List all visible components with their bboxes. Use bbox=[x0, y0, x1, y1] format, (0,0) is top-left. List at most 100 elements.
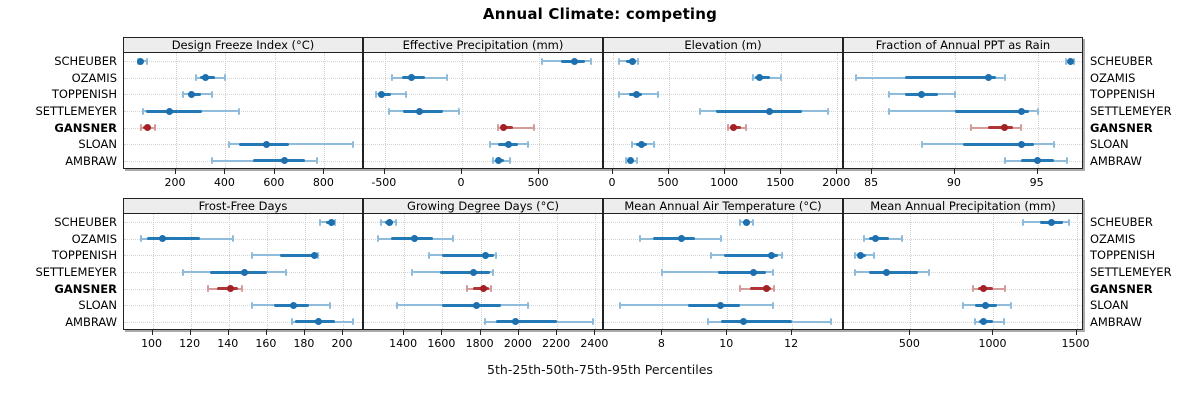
percentile-iqr-settlemeyer bbox=[146, 109, 202, 113]
whisker-cap-p95 bbox=[1053, 140, 1056, 148]
gridline-vertical bbox=[324, 53, 326, 168]
whisker-cap-p95 bbox=[508, 157, 511, 165]
x-tick bbox=[836, 169, 838, 174]
median-dot-scheuber bbox=[137, 57, 145, 65]
gridline-horizontal bbox=[844, 94, 1082, 96]
whisker-cap-p95 bbox=[224, 74, 227, 82]
panel-frost-free-days: Frost-Free Days bbox=[123, 198, 363, 330]
percentile-iqr-toppenish bbox=[280, 253, 317, 257]
median-dot-gansner bbox=[730, 124, 738, 132]
whisker-cap-p95 bbox=[1009, 301, 1012, 309]
x-tick bbox=[151, 330, 153, 335]
median-dot-ambraw bbox=[281, 157, 289, 165]
whisker-cap-p95 bbox=[1020, 124, 1023, 132]
whisker-cap-p95 bbox=[334, 218, 337, 226]
whisker-cap-p95 bbox=[1073, 57, 1076, 65]
median-dot-scheuber bbox=[628, 57, 636, 65]
site-label-left-toppenish: TOPPENISH bbox=[51, 248, 117, 263]
x-tick-label: 800 bbox=[312, 176, 334, 189]
x-tick-label: 1400 bbox=[389, 337, 418, 350]
site-label-right-ozamis: OZAMIS bbox=[1090, 70, 1136, 85]
site-label-left-sloan: SLOAN bbox=[78, 298, 117, 313]
whisker-cap-p5 bbox=[194, 74, 197, 82]
whisker-cap-p95 bbox=[328, 301, 331, 309]
median-dot-ozamis bbox=[411, 235, 419, 243]
gridline-vertical bbox=[152, 214, 154, 329]
whisker-cap-p5 bbox=[428, 251, 431, 259]
percentile-iqr-settlemeyer bbox=[715, 109, 803, 113]
whisker-cap-p5 bbox=[380, 218, 383, 226]
whisker-cap-p5 bbox=[139, 124, 142, 132]
gridline-horizontal bbox=[604, 77, 842, 79]
median-dot-scheuber bbox=[743, 218, 751, 226]
whisker-cap-p95 bbox=[495, 251, 498, 259]
gridline-horizontal bbox=[124, 111, 362, 112]
whisker-cap-p5 bbox=[396, 301, 399, 309]
gridline-horizontal bbox=[844, 255, 1082, 257]
whisker-cap-p95 bbox=[1036, 107, 1039, 115]
median-dot-ozamis bbox=[202, 74, 210, 82]
whisker-cap-p5 bbox=[206, 285, 209, 293]
whisker-cap-p95 bbox=[780, 74, 783, 82]
x-tick-label: 600 bbox=[263, 176, 285, 189]
gridline-vertical bbox=[837, 53, 839, 168]
percentile-iqr-settlemeyer bbox=[440, 270, 490, 274]
x-tick bbox=[726, 330, 728, 335]
x-tick-label: 0 bbox=[457, 176, 465, 189]
whisker-cap-p95 bbox=[315, 157, 318, 165]
gridline-horizontal bbox=[844, 288, 1082, 290]
x-tick bbox=[227, 330, 229, 335]
whisker-cap-p95 bbox=[241, 285, 244, 293]
median-dot-scheuber bbox=[386, 218, 394, 226]
strip-effective-precipitation-mm: Effective Precipitation (mm) bbox=[363, 37, 603, 53]
gridline-vertical bbox=[304, 214, 306, 329]
gridline-horizontal bbox=[604, 127, 842, 129]
median-dot-gansner bbox=[227, 285, 235, 293]
x-tick-label: 2200 bbox=[542, 337, 571, 350]
whisker-cap-p5 bbox=[228, 140, 231, 148]
whisker-cap-p95 bbox=[451, 235, 454, 243]
median-dot-gansner bbox=[762, 285, 770, 293]
whisker-cap-p95 bbox=[351, 140, 354, 148]
gridline-horizontal bbox=[604, 160, 842, 162]
x-tick-label: 180 bbox=[293, 337, 315, 350]
whisker-cap-p95 bbox=[231, 235, 234, 243]
median-dot-gansner bbox=[1001, 124, 1009, 132]
gridline-horizontal bbox=[844, 321, 1082, 323]
whisker-cap-p5 bbox=[854, 268, 857, 276]
x-tick-label: 95 bbox=[1029, 176, 1044, 189]
whisker-cap-p95 bbox=[1066, 157, 1069, 165]
x-tick bbox=[611, 169, 613, 174]
median-dot-settlemeyer bbox=[165, 107, 173, 115]
x-tick-label: 1500 bbox=[1061, 337, 1090, 350]
whisker-cap-p95 bbox=[719, 235, 722, 243]
whisker-cap-p5 bbox=[142, 107, 145, 115]
x-tick bbox=[441, 330, 443, 335]
median-dot-settlemeyer bbox=[240, 268, 248, 276]
whisker-cap-p95 bbox=[532, 124, 535, 132]
percentile-iqr-sloan bbox=[442, 303, 501, 307]
median-dot-scheuber bbox=[1067, 57, 1075, 65]
whisker-cap-p95 bbox=[872, 251, 875, 259]
x-tick-label: 1000 bbox=[710, 176, 739, 189]
percentile-iqr-toppenish bbox=[442, 253, 494, 257]
plot-area-frost-free-days bbox=[123, 214, 363, 330]
gridline-horizontal bbox=[124, 305, 362, 307]
whisker-cap-p5 bbox=[625, 157, 628, 165]
whisker-cap-p95 bbox=[1003, 318, 1006, 326]
gridline-horizontal bbox=[844, 127, 1082, 129]
whisker-cap-p5 bbox=[484, 318, 487, 326]
whisker-cap-p95 bbox=[771, 301, 774, 309]
whisker-cap-p5 bbox=[410, 268, 413, 276]
whisker-cap-p5 bbox=[390, 74, 393, 82]
whisker-cap-p5 bbox=[377, 235, 380, 243]
percentile-iqr-settlemeyer bbox=[954, 109, 1030, 113]
percentile-iqr-ozamis bbox=[146, 237, 201, 241]
strip-design-freeze-index-c: Design Freeze Index (°C) bbox=[123, 37, 363, 53]
gridline-vertical bbox=[993, 214, 995, 329]
median-dot-sloan bbox=[1017, 140, 1025, 148]
panel-mean-annual-precipitation-mm: Mean Annual Precipitation (mm) bbox=[843, 198, 1083, 330]
x-tick-label: 90 bbox=[946, 176, 961, 189]
whisker-cap-p5 bbox=[961, 301, 964, 309]
